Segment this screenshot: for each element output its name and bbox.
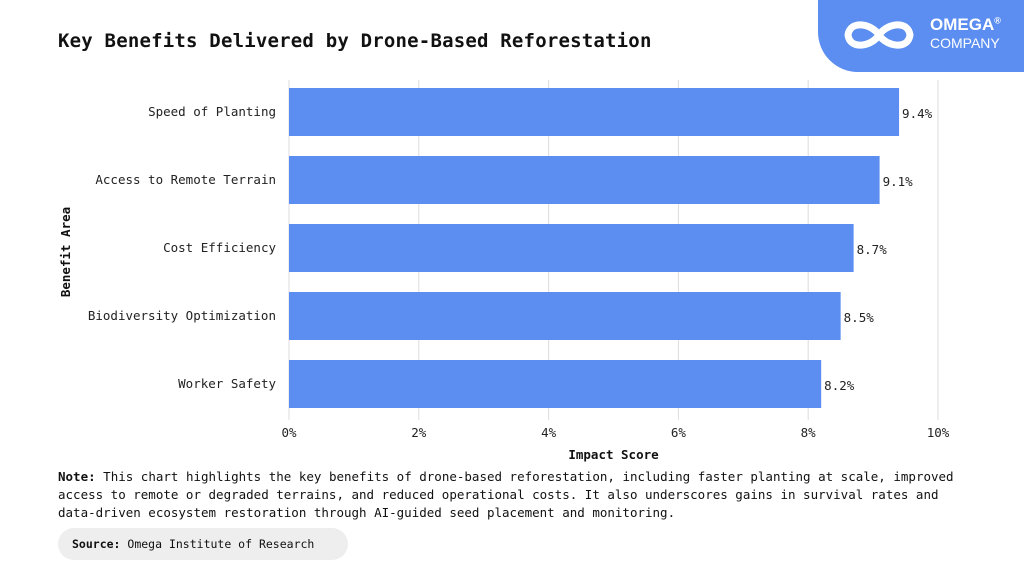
y-tick-label: Cost Efficiency — [163, 240, 276, 255]
data-label: 8.2% — [824, 378, 855, 393]
y-tick-label: Speed of Planting — [148, 104, 276, 119]
chart-note: Note: This chart highlights the key bene… — [58, 469, 954, 520]
y-tick-label: Access to Remote Terrain — [95, 172, 276, 187]
data-label: 8.7% — [857, 242, 888, 257]
source-badge: Source: Omega Institute of Research — [58, 528, 348, 560]
brand-subtitle: COMPANY — [930, 35, 1000, 51]
infinity-icon — [844, 21, 914, 49]
x-tick-label: 6% — [671, 425, 687, 440]
bar — [289, 88, 900, 136]
chart-title: Key Benefits Delivered by Drone-Based Re… — [58, 30, 652, 52]
x-tick-label: 2% — [411, 425, 427, 440]
brand-name: OMEGA® — [930, 15, 1001, 34]
y-tick-label: Worker Safety — [178, 376, 276, 391]
y-axis-title: Benefit Area — [58, 207, 73, 297]
x-tick-label: 10% — [927, 425, 950, 440]
x-axis-title: Impact Score — [568, 447, 659, 462]
brand-logo: OMEGA® COMPANY — [818, 0, 1024, 72]
x-tick-label: 0% — [281, 425, 297, 440]
y-tick-label: Biodiversity Optimization — [88, 308, 276, 323]
bar — [289, 224, 854, 272]
x-tick-label: 8% — [801, 425, 817, 440]
bar — [289, 156, 880, 204]
x-tick-label: 4% — [541, 425, 557, 440]
data-label: 8.5% — [844, 310, 875, 325]
data-label: 9.4% — [902, 106, 933, 121]
data-label: 9.1% — [883, 174, 914, 189]
bar — [289, 360, 822, 408]
bar-chart: Speed of Planting 9.4% Access to Remote Te… — [58, 80, 950, 462]
bar — [289, 292, 841, 340]
